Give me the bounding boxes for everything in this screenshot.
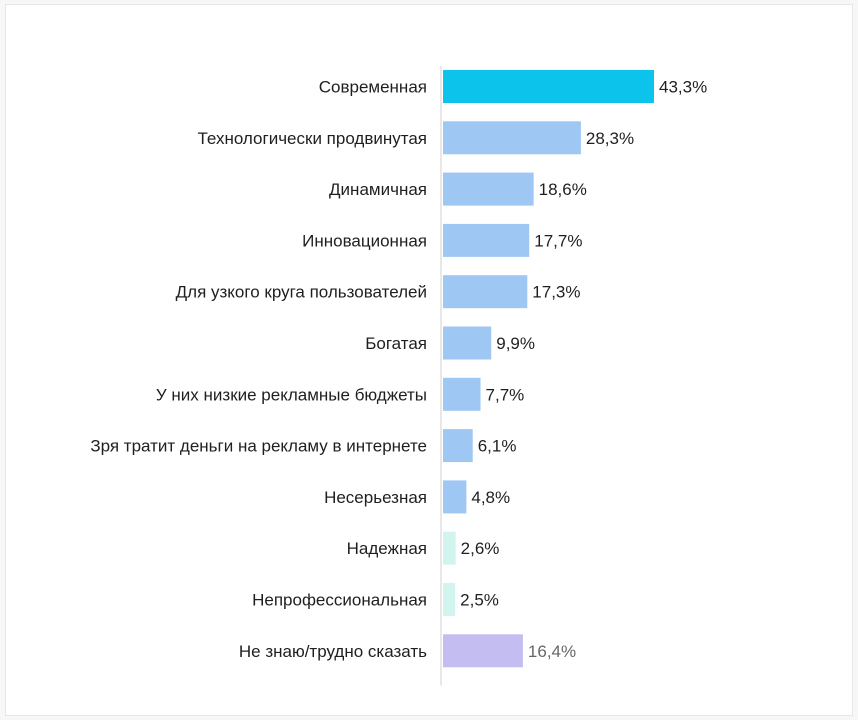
- category-label: У них низкие рекламные бюджеты: [156, 385, 427, 404]
- category-label: Современная: [319, 78, 427, 97]
- bar: [443, 429, 473, 463]
- value-label: 9,9%: [496, 334, 535, 353]
- bar: [443, 583, 456, 616]
- category-label: Богатая: [365, 334, 427, 353]
- category-label: Надежная: [347, 539, 427, 558]
- value-label: 2,5%: [460, 591, 499, 610]
- bar: [443, 223, 530, 257]
- value-label: 6,1%: [478, 437, 517, 456]
- category-label: Несерьезная: [324, 488, 427, 507]
- value-label: 28,3%: [586, 129, 634, 148]
- value-label: 43,3%: [659, 78, 707, 97]
- category-label: Для узкого круга пользователей: [176, 283, 427, 302]
- bar: [443, 121, 581, 155]
- bar: [443, 531, 456, 565]
- value-label: 17,3%: [532, 283, 580, 302]
- bar: [443, 480, 467, 514]
- value-label: 16,4%: [528, 642, 576, 661]
- category-label: Динамичная: [329, 180, 427, 199]
- value-label: 4,8%: [471, 488, 510, 507]
- bar: [443, 377, 481, 411]
- value-label: 18,6%: [539, 180, 587, 199]
- value-label: 2,6%: [461, 539, 500, 558]
- bar: [443, 634, 523, 668]
- bar: [443, 275, 528, 309]
- category-label: Непрофессиональная: [252, 591, 427, 610]
- chart-frame: [5, 4, 853, 716]
- bar: [443, 326, 492, 360]
- value-label: 7,7%: [486, 385, 525, 404]
- bar: [443, 70, 654, 103]
- value-label: 17,7%: [534, 231, 582, 250]
- category-label: Не знаю/трудно сказать: [239, 642, 427, 661]
- category-label: Инновационная: [302, 231, 427, 250]
- bar: [443, 172, 534, 206]
- category-label: Технологически продвинутая: [197, 129, 427, 148]
- category-label: Зря тратит деньги на рекламу в интернете: [90, 437, 427, 456]
